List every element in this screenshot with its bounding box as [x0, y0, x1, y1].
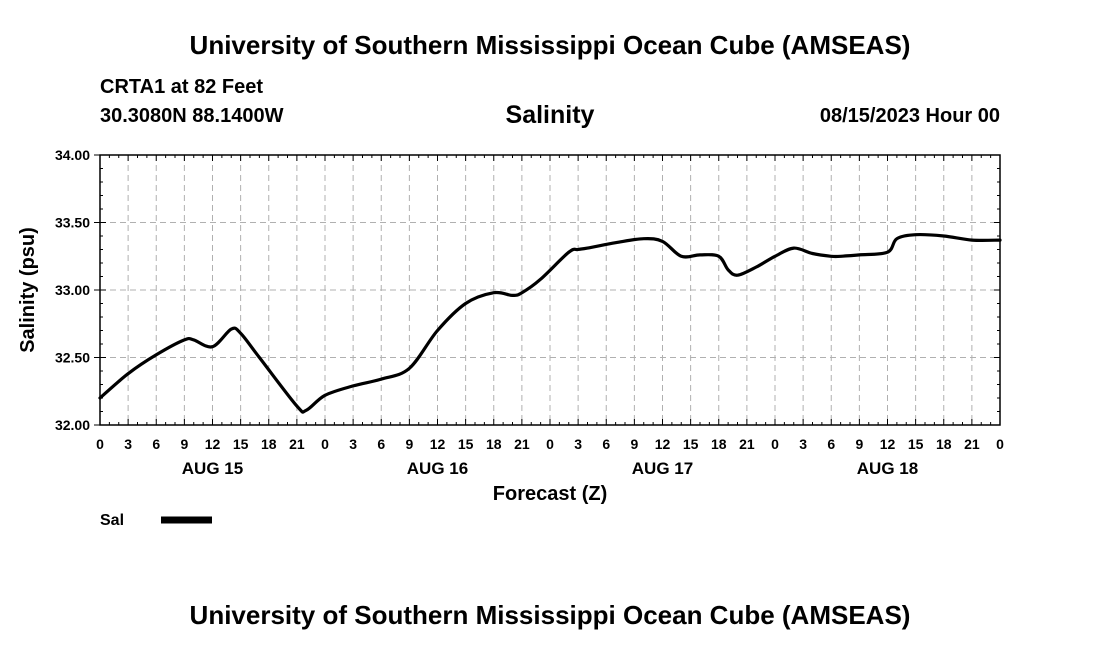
x-tick-label: 3	[124, 436, 132, 452]
x-tick-label: 3	[349, 436, 357, 452]
y-axis-title: Salinity (psu)	[17, 227, 39, 353]
x-tick-label: 21	[514, 436, 530, 452]
x-tick-label: 3	[799, 436, 807, 452]
x-tick-label: 12	[655, 436, 671, 452]
bottom-title: University of Southern Mississippi Ocean…	[189, 600, 911, 630]
plot-title: Salinity	[505, 101, 595, 129]
x-tick-label: 15	[908, 436, 924, 452]
x-tick-label: 6	[602, 436, 610, 452]
axis-ticks	[94, 154, 1001, 426]
x-tick-label: 18	[261, 436, 277, 452]
y-tick-labels: 32.00 32.50 33.00 33.50 34.00	[55, 147, 90, 433]
day-label: AUG 18	[857, 459, 918, 478]
x-tick-label: 18	[486, 436, 502, 452]
x-tick-label: 15	[233, 436, 249, 452]
y-tick-label: 33.00	[55, 282, 90, 298]
x-tick-label: 9	[630, 436, 638, 452]
day-label: AUG 15	[182, 459, 243, 478]
x-tick-label: 0	[321, 436, 329, 452]
x-tick-label: 18	[936, 436, 952, 452]
day-labels: AUG 15 AUG 16 AUG 17 AUG 18	[182, 459, 918, 478]
x-tick-label: 0	[96, 436, 104, 452]
x-tick-label: 21	[289, 436, 305, 452]
y-tick-label: 33.50	[55, 215, 90, 231]
day-label: AUG 17	[632, 459, 693, 478]
x-tick-label: 9	[855, 436, 863, 452]
forecast-datetime: 08/15/2023 Hour 00	[819, 105, 1000, 127]
grid-lines	[100, 155, 1000, 425]
x-axis-title: Forecast (Z)	[493, 483, 607, 505]
x-tick-label: 9	[180, 436, 188, 452]
y-tick-label: 34.00	[55, 147, 90, 163]
x-tick-label: 15	[458, 436, 474, 452]
x-tick-labels: 0 3 6 9 12 15 18 21 0 3 6 9 12 15 18 21 0 3 6 9 12 15 18 21 0 3 6 9…	[96, 436, 1004, 452]
x-tick-label: 21	[964, 436, 980, 452]
legend-label: Sal	[100, 512, 124, 529]
top-title: University of Southern Mississippi Ocean…	[189, 30, 911, 60]
x-tick-label: 15	[683, 436, 699, 452]
y-tick-label: 32.50	[55, 350, 90, 366]
station-label: CRTA1 at 82 Feet	[100, 76, 264, 98]
y-tick-label: 32.00	[55, 417, 90, 433]
x-tick-label: 12	[205, 436, 221, 452]
x-tick-label: 9	[405, 436, 413, 452]
x-tick-label: 6	[827, 436, 835, 452]
station-coordinates: 30.3080N 88.1400W	[100, 105, 284, 127]
day-label: AUG 16	[407, 459, 468, 478]
x-tick-label: 12	[880, 436, 896, 452]
x-tick-label: 3	[574, 436, 582, 452]
salinity-series-line	[98, 232, 1002, 414]
x-tick-label: 12	[430, 436, 446, 452]
x-tick-label: 0	[771, 436, 779, 452]
x-tick-label: 18	[711, 436, 727, 452]
x-tick-label: 0	[546, 436, 554, 452]
x-tick-label: 6	[152, 436, 160, 452]
x-tick-label: 0	[996, 436, 1004, 452]
x-tick-label: 6	[377, 436, 385, 452]
x-tick-label: 21	[739, 436, 755, 452]
